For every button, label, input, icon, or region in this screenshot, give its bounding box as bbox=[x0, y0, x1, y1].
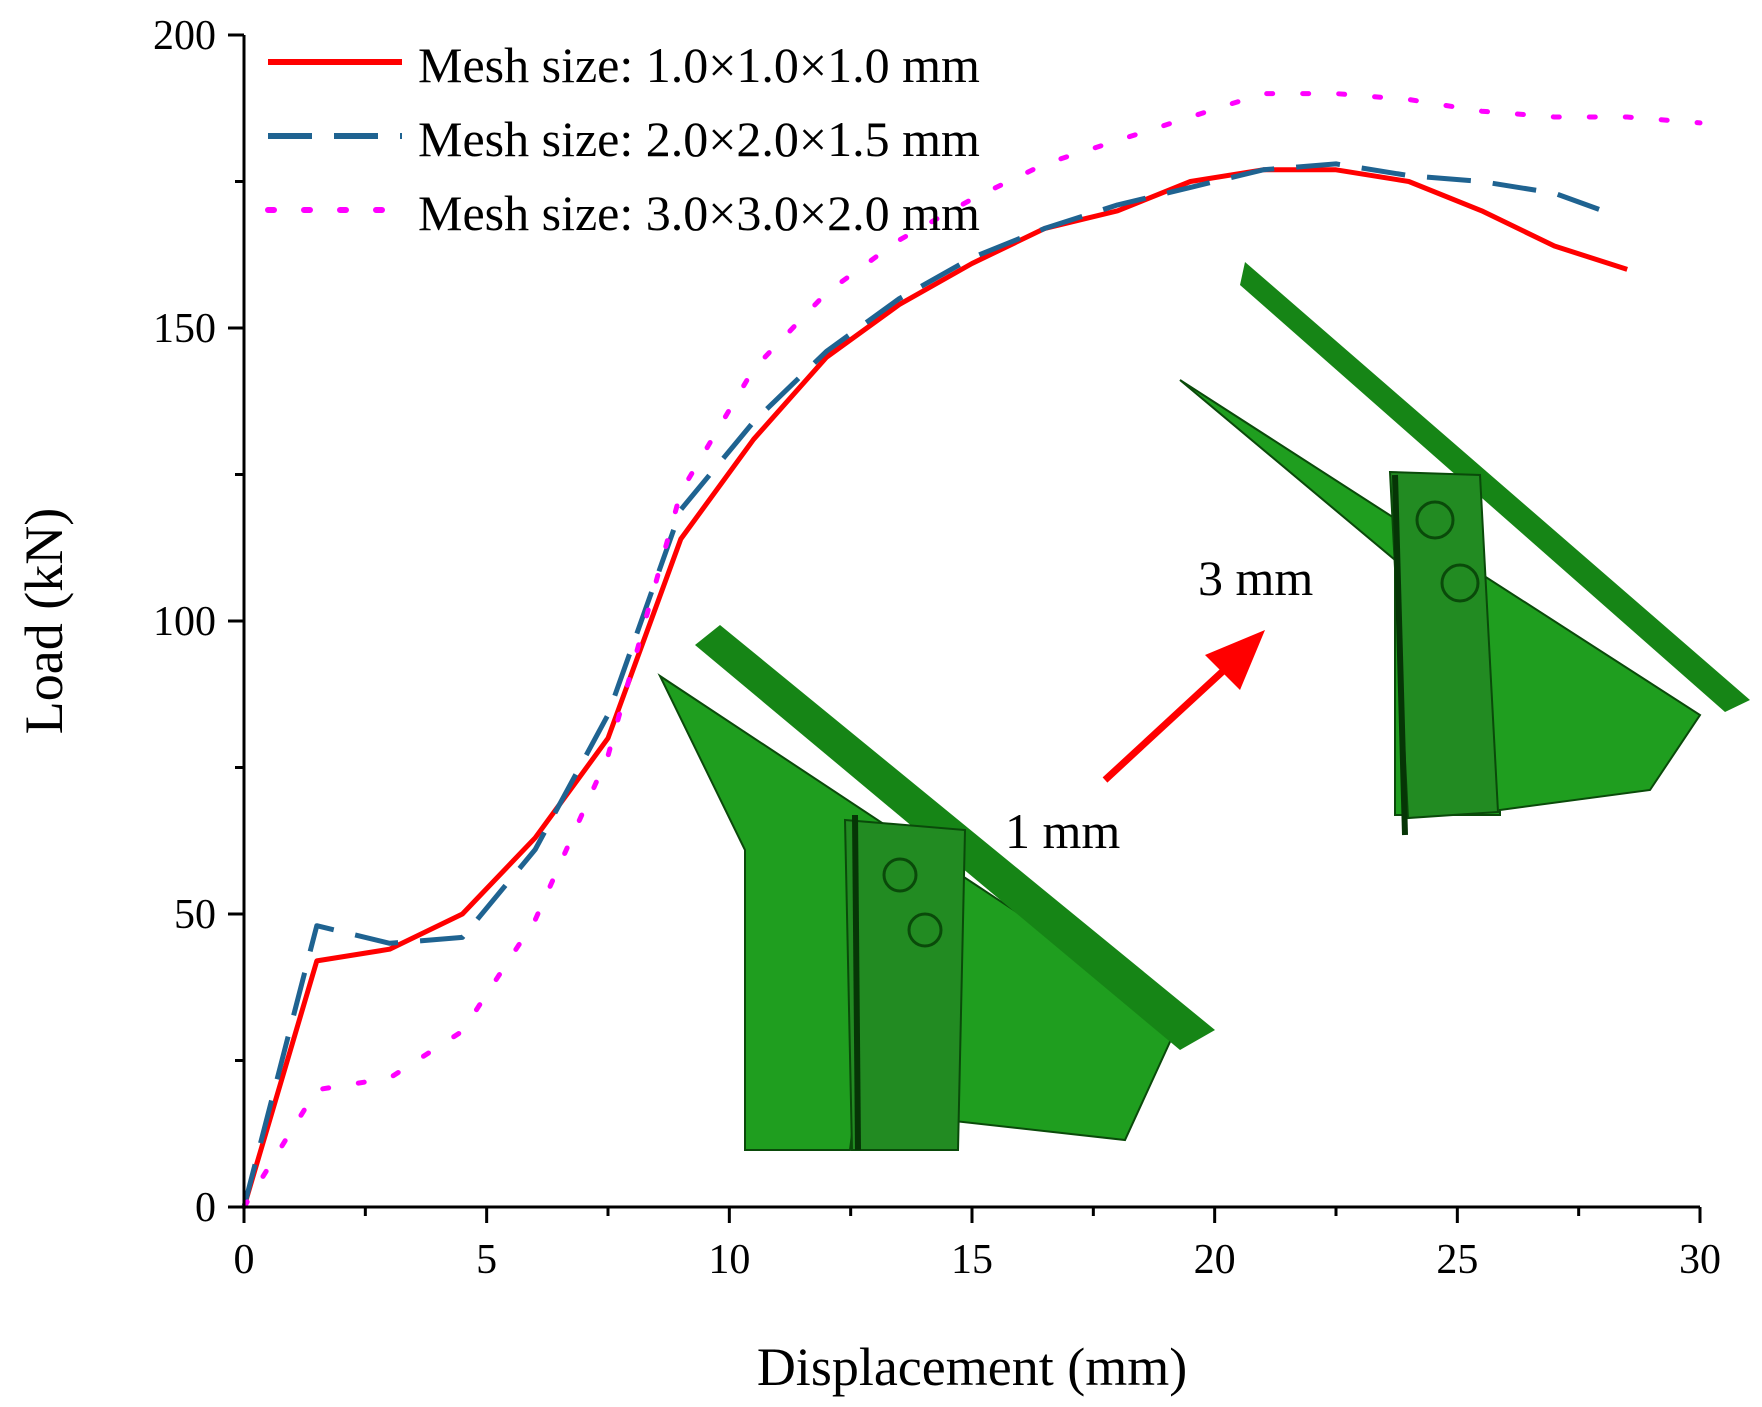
y-tick-label-50: 50 bbox=[174, 892, 216, 938]
displacement-arrow bbox=[1102, 630, 1265, 783]
x-tick-label-15: 15 bbox=[951, 1237, 993, 1283]
x-tick-label-30: 30 bbox=[1679, 1237, 1721, 1283]
legend-label-mesh-1: Mesh size: 1.0×1.0×1.0 mm bbox=[418, 37, 980, 93]
y-tick-label-200: 200 bbox=[153, 13, 216, 59]
x-tick-label-10: 10 bbox=[708, 1237, 750, 1283]
x-tick-label-20: 20 bbox=[1194, 1237, 1236, 1283]
legend-label-mesh-2: Mesh size: 2.0×2.0×1.5 mm bbox=[418, 111, 980, 167]
annotation-3mm: 3 mm bbox=[1198, 550, 1313, 606]
series-line-mesh-2 bbox=[241, 161, 1604, 1208]
annotation-1mm: 1 mm bbox=[1005, 803, 1120, 859]
y-tick-label-0: 0 bbox=[195, 1185, 216, 1231]
x-axis-title: Displacement (mm) bbox=[757, 1337, 1187, 1397]
y-axis-title: Load (kN) bbox=[14, 508, 74, 734]
legend-label-mesh-3: Mesh size: 3.0×3.0×2.0 mm bbox=[418, 185, 980, 241]
y-tick-label-150: 150 bbox=[153, 306, 216, 352]
mesh-model-1mm bbox=[657, 625, 1215, 1151]
x-tick-label-25: 25 bbox=[1436, 1237, 1478, 1283]
x-tick-label-0: 0 bbox=[234, 1237, 255, 1283]
y-tick-label-100: 100 bbox=[153, 599, 216, 645]
x-tick-label-5: 5 bbox=[476, 1237, 497, 1283]
series-line-mesh-1 bbox=[241, 167, 1628, 1208]
legend: Mesh size: 1.0×1.0×1.0 mm Mesh size: 2.0… bbox=[265, 37, 980, 241]
mesh-model-3mm bbox=[1179, 262, 1750, 836]
